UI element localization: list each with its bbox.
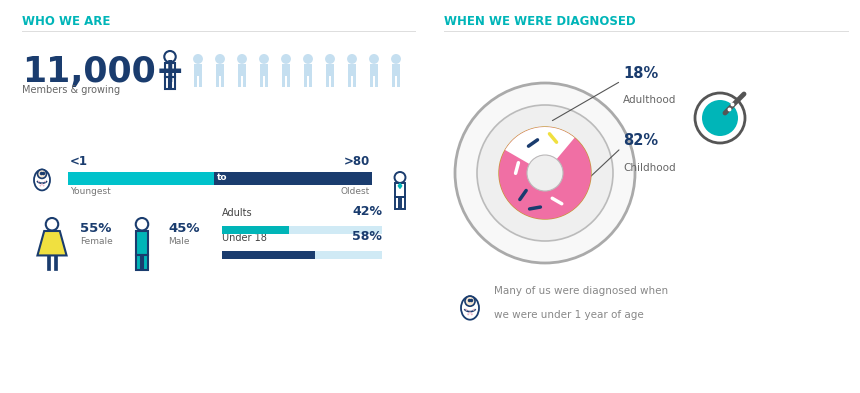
Text: Youngest: Youngest [70, 187, 111, 195]
FancyBboxPatch shape [326, 76, 329, 87]
FancyBboxPatch shape [287, 76, 290, 87]
Polygon shape [38, 231, 66, 255]
FancyBboxPatch shape [326, 64, 335, 76]
FancyBboxPatch shape [260, 76, 263, 87]
FancyBboxPatch shape [136, 231, 148, 255]
FancyBboxPatch shape [47, 255, 50, 270]
FancyBboxPatch shape [216, 76, 219, 87]
FancyBboxPatch shape [222, 226, 382, 234]
Circle shape [391, 54, 401, 64]
FancyBboxPatch shape [282, 64, 290, 76]
Circle shape [303, 54, 313, 64]
FancyBboxPatch shape [392, 64, 400, 76]
FancyBboxPatch shape [194, 76, 197, 87]
Text: 18%: 18% [623, 66, 658, 81]
FancyBboxPatch shape [194, 64, 202, 76]
Circle shape [465, 296, 475, 306]
Circle shape [477, 105, 613, 241]
FancyBboxPatch shape [397, 76, 400, 87]
Circle shape [347, 54, 357, 64]
Circle shape [465, 309, 467, 311]
FancyBboxPatch shape [282, 76, 285, 87]
Circle shape [499, 127, 591, 219]
Polygon shape [398, 184, 402, 188]
Text: 42%: 42% [352, 205, 382, 218]
FancyBboxPatch shape [216, 64, 224, 76]
FancyBboxPatch shape [222, 251, 315, 259]
FancyBboxPatch shape [238, 64, 246, 76]
Text: 58%: 58% [352, 230, 382, 243]
Circle shape [325, 54, 335, 64]
Ellipse shape [461, 296, 479, 320]
FancyBboxPatch shape [331, 76, 335, 87]
FancyBboxPatch shape [199, 76, 202, 87]
FancyBboxPatch shape [260, 64, 268, 76]
Circle shape [237, 54, 247, 64]
Circle shape [38, 181, 40, 182]
Circle shape [455, 83, 635, 263]
Circle shape [702, 100, 738, 136]
FancyBboxPatch shape [54, 255, 57, 270]
FancyBboxPatch shape [222, 226, 289, 234]
Circle shape [499, 127, 591, 219]
FancyBboxPatch shape [370, 76, 373, 87]
Text: 82%: 82% [623, 133, 658, 148]
FancyBboxPatch shape [392, 76, 395, 87]
Circle shape [45, 181, 46, 182]
FancyBboxPatch shape [143, 255, 148, 270]
FancyBboxPatch shape [309, 76, 312, 87]
Ellipse shape [34, 170, 50, 190]
FancyBboxPatch shape [347, 64, 356, 76]
Circle shape [695, 93, 745, 143]
FancyBboxPatch shape [265, 76, 268, 87]
FancyBboxPatch shape [136, 255, 141, 270]
Text: Under 18: Under 18 [222, 233, 267, 243]
Circle shape [259, 54, 269, 64]
Text: >80: >80 [344, 155, 370, 168]
Text: 55%: 55% [80, 222, 112, 235]
Circle shape [467, 313, 470, 315]
Circle shape [38, 169, 46, 178]
Circle shape [369, 54, 379, 64]
Circle shape [41, 183, 43, 185]
Text: we were under 1 year of age: we were under 1 year of age [494, 310, 644, 320]
Text: <1: <1 [70, 155, 88, 168]
Text: Oldest: Oldest [341, 187, 370, 195]
Circle shape [470, 313, 473, 315]
Text: Male: Male [168, 237, 189, 246]
Circle shape [281, 54, 291, 64]
FancyBboxPatch shape [68, 171, 214, 184]
Text: Many of us were diagnosed when: Many of us were diagnosed when [494, 286, 668, 296]
FancyBboxPatch shape [353, 76, 356, 87]
FancyBboxPatch shape [375, 76, 378, 87]
Text: Adulthood: Adulthood [623, 95, 676, 105]
Circle shape [215, 54, 225, 64]
Text: Members & growing: Members & growing [22, 85, 120, 95]
FancyBboxPatch shape [243, 76, 246, 87]
Text: to: to [217, 173, 227, 182]
Text: 11,000+: 11,000+ [22, 55, 185, 89]
Text: Female: Female [80, 237, 113, 246]
FancyBboxPatch shape [347, 76, 351, 87]
Circle shape [473, 309, 475, 311]
Circle shape [43, 185, 45, 187]
FancyBboxPatch shape [238, 76, 241, 87]
Wedge shape [505, 127, 574, 164]
Text: 45%: 45% [168, 222, 200, 235]
Circle shape [40, 185, 41, 187]
FancyBboxPatch shape [221, 76, 224, 87]
Circle shape [193, 54, 203, 64]
FancyBboxPatch shape [222, 251, 382, 259]
Text: WHO WE ARE: WHO WE ARE [22, 15, 110, 28]
Circle shape [469, 312, 471, 314]
Circle shape [527, 155, 563, 191]
FancyBboxPatch shape [304, 64, 312, 76]
FancyBboxPatch shape [304, 76, 307, 87]
Text: Adults: Adults [222, 208, 253, 218]
FancyBboxPatch shape [370, 64, 378, 76]
Text: Childhood: Childhood [623, 163, 676, 173]
FancyBboxPatch shape [68, 171, 372, 184]
Text: WHEN WE WERE DIAGNOSED: WHEN WE WERE DIAGNOSED [444, 15, 636, 28]
